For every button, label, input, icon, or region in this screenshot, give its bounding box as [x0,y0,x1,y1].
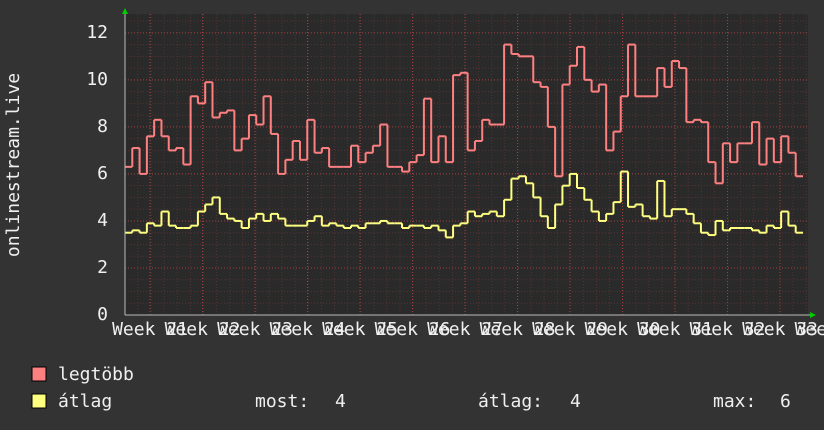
x-tick-label: Week 24 [270,319,346,340]
y-arrow [122,8,128,14]
stat-value: 4 [335,391,346,412]
x-arrow [810,312,816,318]
legend-swatch [31,393,47,409]
grid [125,14,808,315]
x-tick-label: Week 27 [427,319,503,340]
plot-area [125,14,808,315]
legend-label: legtöbb [58,364,134,385]
y-tick-label: 12 [86,22,108,43]
y-tick-label: 4 [97,210,108,231]
x-tick-label: Week 25 [322,319,398,340]
x-tick-label: Week 32 [690,319,766,340]
x-tick-label: Week 26 [375,319,451,340]
stat-label: max: [713,391,756,412]
x-tick-label: Week 31 [637,319,713,340]
legend-swatch [31,366,47,382]
x-tick-label: Week 33 [742,319,818,340]
legend-label: átlag [58,391,112,412]
x-tick-label: Week 21 [112,319,188,340]
stat-value: 4 [570,391,581,412]
y-tick-label: 0 [97,304,108,325]
stat-label: átlag: [478,391,543,412]
stat-label: most: [255,391,309,412]
y-tick-label: 6 [97,163,108,184]
x-tick-label: Week 22 [165,319,241,340]
marks [125,43,803,239]
x-tick-label: Week 30 [585,319,661,340]
x-tick-label: Week 28 [480,319,556,340]
y-tick-label: 8 [97,116,108,137]
y-tick-label: 2 [97,257,108,278]
x-tick-label: Week 29 [532,319,608,340]
stat-value: 6 [780,391,791,412]
x-tick-label: Week 23 [217,319,293,340]
legend: legtöbb átlag most: 4 átlag: 4 max: 6 [31,364,791,412]
x-tick-label: Week 34 [795,319,824,340]
y-tick-label: 10 [86,69,108,90]
y-axis-label: onlinestream.live [3,73,24,257]
